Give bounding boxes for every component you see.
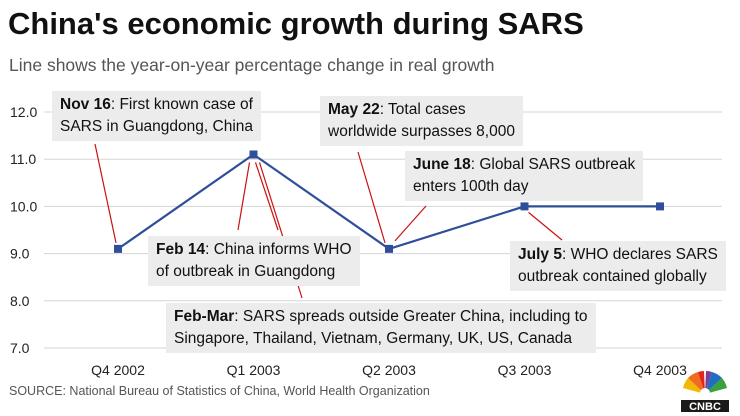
annotation-feb14: Feb 14: China informs WHO of outbreak in… [148, 236, 360, 286]
annotation-connector [237, 162, 251, 231]
chart-title: China's economic growth during SARS [8, 6, 584, 41]
data-point-marker [656, 202, 664, 211]
x-tick-label: Q4 2002 [91, 362, 145, 378]
annotation-text: SARS in Guangdong, China [60, 118, 254, 135]
annotation-connector [357, 151, 386, 244]
annotation-text: worldwide surpasses 8,000 [328, 123, 515, 140]
y-tick-label: 12.0 [10, 104, 37, 120]
annotation-date: June 18 [413, 156, 471, 173]
y-tick-label: 8.0 [10, 293, 30, 309]
annotation-nov16: Nov 16: First known case of SARS in Guan… [52, 91, 262, 141]
annotation-connector [528, 211, 563, 241]
annotation-text: : First known case of [110, 96, 253, 113]
svg-text:CNBC: CNBC [689, 401, 721, 413]
annotation-text: Singapore, Thailand, Vietnam, Germany, U… [174, 330, 573, 347]
source-note: SOURCE: National Bureau of Statistics of… [9, 384, 430, 398]
y-tick-label: 10.0 [10, 198, 37, 214]
annotation-text: : SARS spreads outside Greater China, in… [234, 308, 588, 325]
annotation-may22: May 22: Total cases worldwide surpasses … [320, 96, 523, 146]
x-tick-label: Q2 2003 [362, 362, 416, 378]
annotation-date: Feb 14 [156, 241, 206, 258]
y-tick-label: 9.0 [10, 246, 30, 262]
annotation-date: May 22 [328, 101, 380, 118]
annotation-date: Feb-Mar [174, 308, 235, 325]
annotation-text: : WHO declares SARS [561, 246, 718, 263]
data-point-marker [114, 244, 122, 253]
x-tick-label: Q4 2003 [633, 362, 687, 378]
annotation-febmar: Feb-Mar: SARS spreads outside Greater Ch… [166, 303, 596, 353]
chart-subtitle: Line shows the year-on-year percentage c… [9, 55, 495, 75]
data-point-marker [520, 202, 529, 211]
annotation-date: Nov 16 [60, 96, 111, 113]
cnbc-peacock-logo: CNBC [681, 371, 729, 413]
annotation-text: enters 100th day [413, 178, 529, 195]
annotation-connector [94, 143, 117, 244]
annotation-text: of outbreak in Guangdong [156, 263, 336, 280]
y-tick-label: 11.0 [10, 151, 36, 167]
annotation-connector [394, 205, 427, 242]
x-tick-label: Q1 2003 [227, 362, 281, 378]
annotation-connector [254, 162, 279, 231]
annotation-text: : China informs WHO [205, 241, 352, 258]
annotation-text: : Total cases [379, 101, 466, 118]
x-tick-label: Q3 2003 [498, 362, 552, 378]
data-point-marker [385, 244, 393, 253]
data-point-marker [249, 150, 258, 159]
annotation-text: : Global SARS outbreak [470, 156, 636, 173]
annotation-date: July 5 [518, 246, 562, 263]
annotation-july5: July 5: WHO declares SARS outbreak conta… [510, 241, 726, 291]
y-tick-label: 7.0 [10, 340, 30, 356]
annotation-june18: June 18: Global SARS outbreak enters 100… [405, 151, 644, 201]
annotation-text: outbreak contained globally [518, 268, 707, 285]
